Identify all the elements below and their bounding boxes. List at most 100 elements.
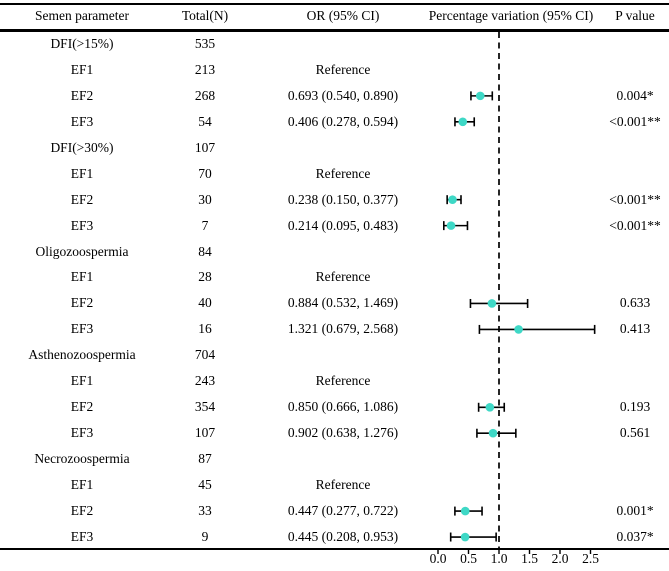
row-param-label: Asthenozoospermia — [28, 347, 136, 363]
row-p-value: 0.001* — [616, 502, 654, 518]
row-param-label: Necrozoospermia — [34, 451, 130, 466]
or-point-marker — [485, 402, 495, 412]
or-point-marker — [448, 195, 457, 204]
row-param-label: EF1 — [70, 476, 94, 492]
row-p-value: 0.193 — [619, 399, 651, 415]
row-param-label: EF3 — [70, 321, 94, 337]
row-param-label: EF2 — [70, 191, 94, 207]
row-param-label: DFI(>30%) — [50, 139, 114, 155]
table-row: EF3 16 1.321 (0.679, 2.568) 0.413 — [0, 316, 669, 342]
row-or-ci-value: Reference — [315, 476, 371, 492]
row-total-value: 28 — [198, 269, 212, 285]
row-total-value: 54 — [198, 113, 212, 129]
row-param-label: EF1 — [70, 269, 94, 285]
row-param-label: DFI(>15%) — [50, 36, 114, 51]
row-total-value: 243 — [194, 373, 216, 389]
table-row: EF3 107 0.902 (0.638, 1.276) 0.561 — [0, 420, 669, 446]
column-header-semen-parameter: Semen parameter — [34, 8, 130, 23]
table-row: EF2 33 0.447 (0.277, 0.722) 0.001* — [0, 498, 669, 524]
table-row: EF1 70 Reference — [0, 161, 669, 187]
table-row: EF2 30 0.238 (0.150, 0.377) <0.001** — [0, 187, 669, 213]
column-header-or-95ci: OR (95% CI) — [306, 8, 380, 23]
or-point-marker — [458, 117, 468, 127]
or-point-marker — [460, 506, 470, 516]
table-bottom-rule — [0, 548, 669, 550]
row-p-value: <0.001** — [609, 217, 661, 233]
or-point-marker — [460, 532, 470, 542]
row-p-value: 0.561 — [619, 425, 651, 441]
row-param-label: EF3 — [70, 113, 94, 129]
row-param-label: EF1 — [70, 373, 94, 389]
table-row: EF1 213 Reference — [0, 57, 669, 83]
row-p-value: <0.001** — [609, 191, 661, 207]
row-total-value: 30 — [198, 191, 212, 207]
column-header-total-n: Total(N) — [181, 8, 229, 23]
row-total-value: 704 — [194, 347, 216, 363]
axis-tick-label: 2.5 — [582, 551, 599, 566]
axis-tick-label: 1.0 — [490, 551, 508, 566]
or-point-marker — [446, 221, 456, 230]
row-or-ci-value: 1.321 (0.679, 2.568) — [287, 321, 399, 337]
row-param-label: EF2 — [70, 502, 94, 518]
axis-tick-label: 2.0 — [551, 551, 569, 566]
row-or-ci-value: 0.445 (0.208, 0.953) — [287, 528, 399, 544]
row-param-label: EF1 — [70, 61, 94, 77]
table-row: EF3 54 0.406 (0.278, 0.594) <0.001** — [0, 109, 669, 135]
row-total-value: 40 — [198, 295, 212, 311]
table-row: DFI(>30%) 107 — [0, 135, 669, 161]
row-or-ci-value: 0.447 (0.277, 0.722) — [287, 502, 399, 518]
row-p-value: 0.413 — [619, 321, 651, 337]
row-param-label: EF2 — [70, 87, 94, 103]
axis-tick-label: 1.5 — [521, 551, 538, 566]
row-total-value: 84 — [198, 243, 212, 259]
table-row: Asthenozoospermia 704 — [0, 342, 669, 368]
table-row: EF1 243 Reference — [0, 368, 669, 394]
row-param-label: EF3 — [70, 528, 94, 544]
row-or-ci-value: 0.850 (0.666, 1.086) — [287, 399, 399, 415]
row-total-value: 354 — [194, 399, 216, 415]
row-param-label: EF1 — [70, 165, 94, 181]
row-p-value: 0.633 — [619, 295, 651, 311]
row-or-ci-value: 0.238 (0.150, 0.377) — [287, 191, 399, 207]
table-row: EF2 354 0.850 (0.666, 1.086) 0.193 — [0, 394, 669, 420]
table-row: EF1 45 Reference — [0, 472, 669, 498]
row-total-value: 107 — [194, 425, 216, 441]
table-top-rule — [0, 3, 669, 5]
row-total-value: 535 — [194, 36, 216, 51]
table-rows: DFI(>15%) 535 EF1 213 Reference EF2 268 0.693 (… — [0, 31, 669, 550]
row-or-ci-value: Reference — [315, 373, 371, 389]
row-or-ci-value: 0.884 (0.532, 1.469) — [287, 295, 399, 311]
column-header-p-value: P value — [615, 8, 655, 23]
row-total-value: 45 — [198, 476, 212, 492]
row-param-label: EF2 — [70, 399, 94, 415]
row-p-value: 0.037* — [616, 528, 654, 544]
row-total-value: 16 — [198, 321, 212, 337]
or-point-marker — [475, 91, 485, 101]
row-p-value: 0.004* — [616, 87, 654, 103]
table-row: EF3 7 0.214 (0.095, 0.483) <0.001** — [0, 213, 669, 239]
row-or-ci-value: 0.693 (0.540, 0.890) — [287, 87, 399, 103]
row-total-value: 9 — [201, 528, 209, 544]
row-total-value: 33 — [198, 502, 212, 518]
table-row: Oligozoospermia 84 — [0, 239, 669, 265]
row-or-ci-value: 0.902 (0.638, 1.276) — [287, 425, 399, 441]
row-total-value: 107 — [194, 139, 216, 155]
row-total-value: 7 — [201, 217, 209, 233]
axis-tick-label: 0.0 — [429, 551, 447, 566]
row-or-ci-value: Reference — [315, 165, 371, 181]
table-row: Necrozoospermia 87 — [0, 446, 669, 472]
row-param-label: EF3 — [70, 217, 94, 233]
row-param-label: EF2 — [70, 295, 94, 311]
or-point-marker — [488, 428, 498, 438]
row-or-ci-value: Reference — [315, 269, 371, 285]
table-row: EF1 28 Reference — [0, 264, 669, 290]
table-row: EF2 40 0.884 (0.532, 1.469) 0.633 — [0, 290, 669, 316]
or-point-marker — [487, 299, 497, 308]
row-total-value: 268 — [194, 87, 216, 103]
table-row: DFI(>15%) 535 — [0, 31, 669, 57]
row-param-label: EF3 — [70, 425, 94, 441]
table-row: EF2 268 0.693 (0.540, 0.890) 0.004* — [0, 83, 669, 109]
row-total-value: 213 — [194, 61, 216, 77]
